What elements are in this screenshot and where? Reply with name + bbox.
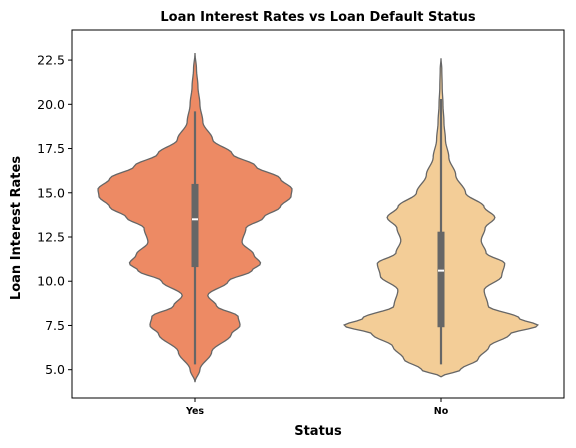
x-tick-label: No (434, 406, 449, 417)
plot-area: 5.0 7.5 10.0 12.5 15.0 17.5 20.0 22.5 Yes No (37, 29, 565, 417)
chart-title: Loan Interest Rates vs Loan Default Stat… (160, 10, 475, 25)
y-axis-label: Loan Interest Rates (9, 156, 24, 300)
x-axis-label: Status (294, 424, 342, 439)
iqr-box-no (437, 231, 445, 328)
y-tick-label: 5.0 (45, 362, 65, 377)
y-tick-label: 15.0 (37, 185, 65, 200)
y-tick-label: 10.0 (37, 274, 65, 289)
plot-frame (71, 29, 565, 399)
y-tick-label: 17.5 (37, 141, 65, 156)
y-tick-label: 7.5 (45, 318, 65, 333)
y-tick-label: 20.0 (37, 97, 65, 112)
iqr-box-yes (191, 183, 199, 268)
y-tick-label: 22.5 (37, 53, 65, 68)
x-tick-label: Yes (185, 406, 204, 417)
y-tick-label: 12.5 (37, 230, 65, 245)
